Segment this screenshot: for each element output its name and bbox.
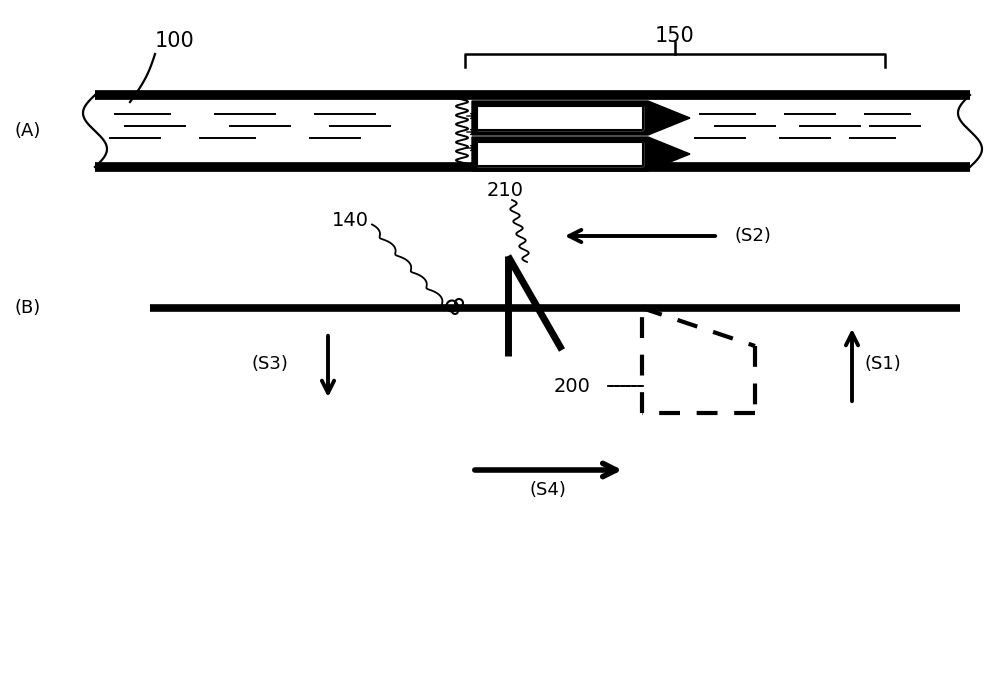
Text: 210: 210 — [486, 180, 524, 200]
Text: (S1): (S1) — [865, 355, 902, 373]
Polygon shape — [477, 106, 643, 130]
Text: 150: 150 — [655, 26, 695, 46]
Text: (B): (B) — [15, 299, 41, 317]
Polygon shape — [477, 142, 643, 166]
Text: 200: 200 — [554, 377, 590, 396]
Text: (S3): (S3) — [251, 355, 288, 373]
Polygon shape — [472, 101, 690, 135]
Polygon shape — [472, 137, 690, 171]
Text: (S4): (S4) — [530, 481, 566, 499]
Text: (S2): (S2) — [735, 227, 772, 245]
Text: 140: 140 — [332, 211, 368, 230]
Text: (A): (A) — [15, 122, 41, 140]
Text: 100: 100 — [155, 31, 195, 51]
